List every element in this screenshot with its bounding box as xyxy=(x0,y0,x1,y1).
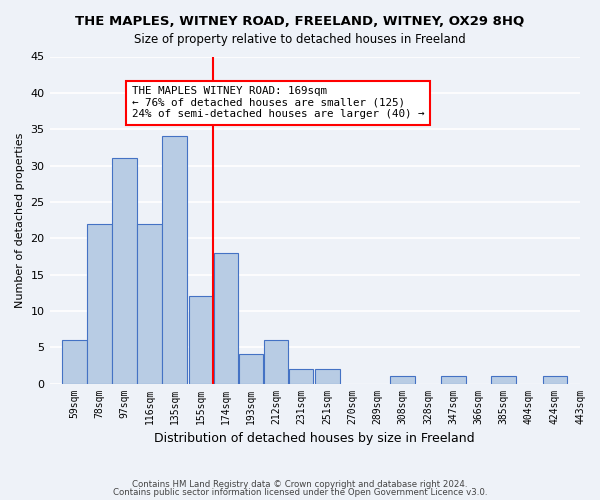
Text: Contains public sector information licensed under the Open Government Licence v3: Contains public sector information licen… xyxy=(113,488,487,497)
Text: THE MAPLES, WITNEY ROAD, FREELAND, WITNEY, OX29 8HQ: THE MAPLES, WITNEY ROAD, FREELAND, WITNE… xyxy=(76,15,524,28)
Bar xyxy=(214,252,238,384)
Bar xyxy=(87,224,112,384)
Bar xyxy=(289,369,313,384)
X-axis label: Distribution of detached houses by size in Freeland: Distribution of detached houses by size … xyxy=(154,432,475,445)
Y-axis label: Number of detached properties: Number of detached properties xyxy=(15,132,25,308)
Bar xyxy=(137,224,162,384)
Text: Size of property relative to detached houses in Freeland: Size of property relative to detached ho… xyxy=(134,32,466,46)
Text: Contains HM Land Registry data © Crown copyright and database right 2024.: Contains HM Land Registry data © Crown c… xyxy=(132,480,468,489)
Bar xyxy=(542,376,567,384)
Bar xyxy=(62,340,87,384)
Text: THE MAPLES WITNEY ROAD: 169sqm
← 76% of detached houses are smaller (125)
24% of: THE MAPLES WITNEY ROAD: 169sqm ← 76% of … xyxy=(132,86,424,119)
Bar xyxy=(263,340,288,384)
Bar xyxy=(239,354,263,384)
Bar xyxy=(390,376,415,384)
Bar xyxy=(188,296,213,384)
Bar xyxy=(112,158,137,384)
Bar xyxy=(491,376,516,384)
Bar xyxy=(315,369,340,384)
Bar xyxy=(442,376,466,384)
Bar xyxy=(162,136,187,384)
